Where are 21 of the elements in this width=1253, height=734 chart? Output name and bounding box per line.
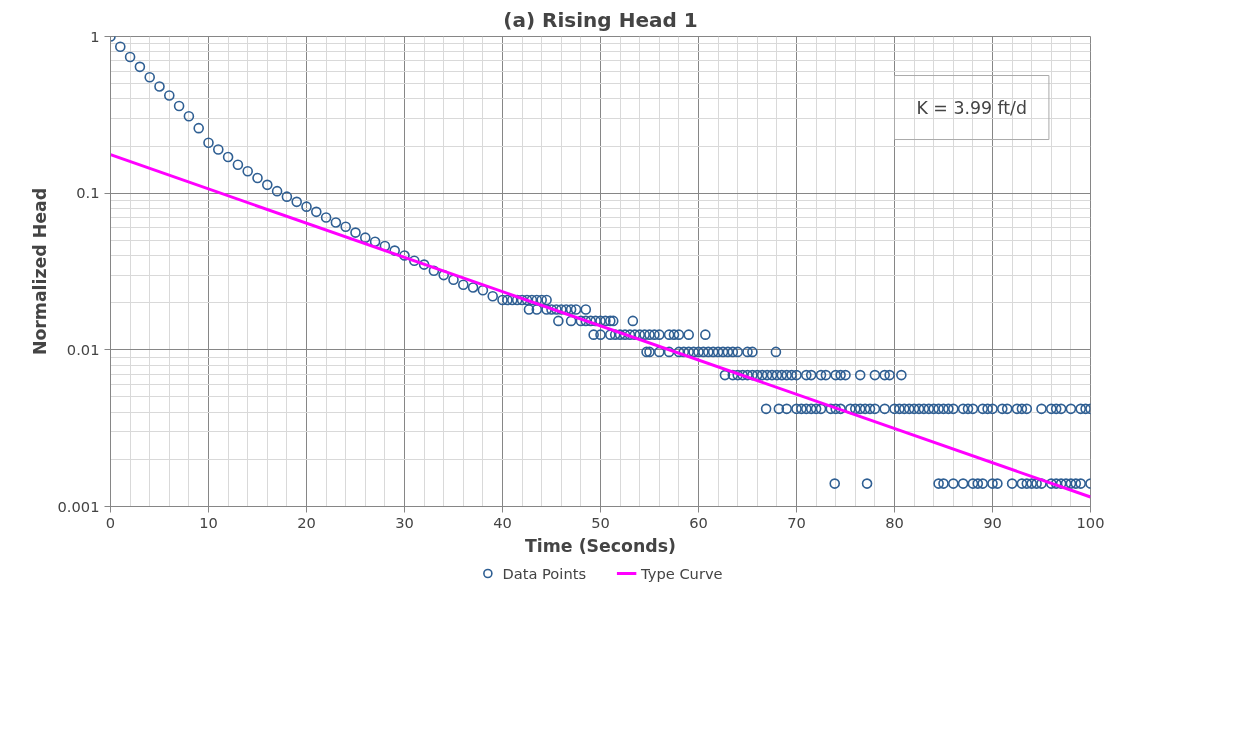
x-tick-label: 0 bbox=[105, 513, 116, 531]
y-tick-label: 0.01 bbox=[66, 340, 100, 358]
x-tick-label: 40 bbox=[493, 513, 512, 531]
x-tick-label: 30 bbox=[395, 513, 414, 531]
x-tick-label: 50 bbox=[591, 513, 610, 531]
y-tick-label: 0.001 bbox=[57, 497, 100, 515]
x-tick-label: 20 bbox=[297, 513, 316, 531]
y-tick-label: 0.1 bbox=[76, 184, 100, 202]
x-tick-label: 80 bbox=[885, 513, 904, 531]
x-tick-label: 10 bbox=[199, 513, 218, 531]
legend-label: Type Curve bbox=[641, 564, 723, 582]
y-axis-title: Normalized Head bbox=[29, 187, 50, 356]
annotation: K = 3.99 ft/d bbox=[916, 97, 1027, 118]
chart-title: (a) Rising Head 1 bbox=[503, 7, 698, 32]
x-tick-label: 60 bbox=[689, 513, 708, 531]
x-axis-title: Time (Seconds) bbox=[525, 535, 676, 556]
x-tick-label: 100 bbox=[1076, 513, 1105, 531]
y-tick-label: 1 bbox=[90, 27, 100, 45]
legend-label: Data Points bbox=[502, 564, 587, 582]
x-tick-label: 90 bbox=[983, 513, 1002, 531]
x-tick-label: 70 bbox=[787, 513, 806, 531]
